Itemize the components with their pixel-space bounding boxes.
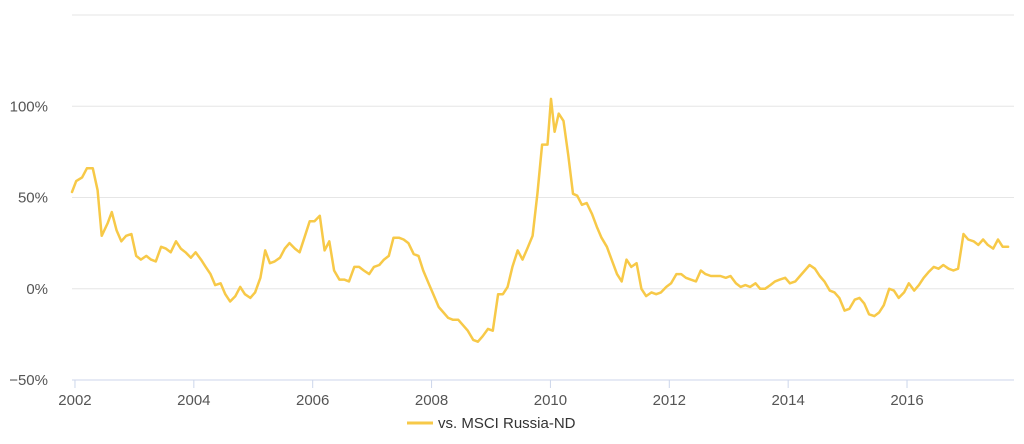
y-tick-label: 50%: [18, 190, 48, 207]
x-tick-label: 2010: [534, 392, 567, 409]
y-axis: −50% 0% 50% 100%: [9, 98, 48, 389]
x-tick-label: 2012: [653, 392, 686, 409]
y-tick-label: 100%: [10, 98, 48, 115]
series-line[interactable]: [70, 97, 1010, 343]
x-tick-label: 2002: [58, 392, 91, 409]
x-tick-label: 2014: [771, 392, 804, 409]
y-tick-label: −50%: [9, 372, 48, 389]
grid-lines: [72, 14, 1014, 290]
x-axis: 2002 2004 2006 2008 2010 2012 2014 2016: [58, 379, 1014, 409]
legend-label[interactable]: vs. MSCI Russia-ND: [438, 415, 576, 432]
x-tick-label: 2006: [296, 392, 329, 409]
series-group: [70, 97, 1010, 343]
y-tick-label: 0%: [26, 281, 48, 298]
x-tick-label: 2004: [177, 392, 210, 409]
x-tick-label: 2016: [890, 392, 923, 409]
x-tick-label: 2008: [415, 392, 448, 409]
legend[interactable]: vs. MSCI Russia-ND: [407, 415, 576, 432]
